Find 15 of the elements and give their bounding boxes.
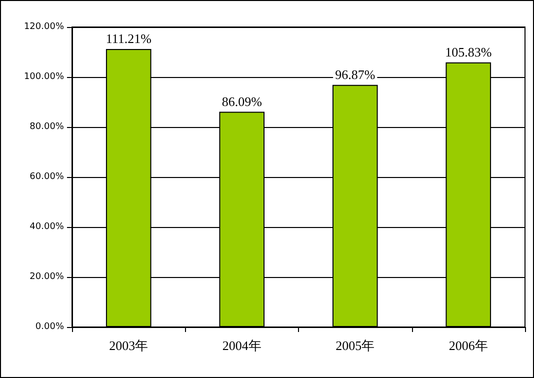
y-tick-label: 80.00% bbox=[30, 122, 64, 132]
x-tick-label: 2003年 bbox=[109, 338, 148, 353]
x-tick-label: 2006年 bbox=[448, 338, 488, 353]
y-tick-label: 60.00% bbox=[30, 172, 64, 182]
x-tick-label: 2004年 bbox=[222, 338, 262, 353]
y-tick-label: 0.00% bbox=[35, 322, 64, 332]
data-label: 96.87% bbox=[335, 66, 376, 82]
y-tick-label: 40.00% bbox=[30, 222, 64, 232]
data-label: 111.21% bbox=[106, 30, 152, 46]
data-label: 86.09% bbox=[222, 94, 262, 109]
y-tick-label: 120.00% bbox=[24, 22, 64, 32]
x-tick-label: 2005年 bbox=[336, 338, 375, 353]
y-tick-label: 20.00% bbox=[30, 272, 64, 282]
y-tick-label: 100.00% bbox=[24, 72, 64, 82]
data-label: 105.83% bbox=[445, 44, 492, 60]
